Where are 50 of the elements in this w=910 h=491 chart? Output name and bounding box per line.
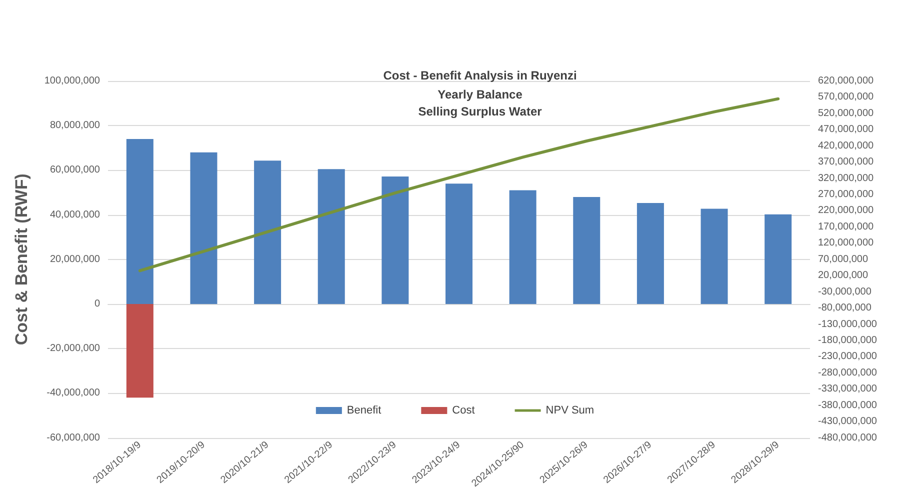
bar	[254, 160, 282, 304]
legend-label: NPV Sum	[546, 404, 594, 416]
y-tick-label: -60,000,000	[46, 432, 100, 444]
y2-tick-label: -330,000,000	[818, 384, 878, 395]
y2-tick-label: 320,000,000	[818, 172, 874, 184]
y2-tick-label: 120,000,000	[818, 238, 874, 249]
legend-label: Benefit	[346, 404, 382, 416]
y-tick-label: 20,000,000	[50, 254, 100, 265]
y2-tick-label: 470,000,000	[818, 124, 874, 136]
y2-tick-label: 370,000,000	[818, 156, 874, 168]
bar	[446, 184, 472, 304]
y-tick-label: 40,000,000	[50, 209, 100, 220]
y2-tick-label: -130,000,000	[818, 318, 878, 330]
bar	[509, 190, 536, 304]
bar	[126, 138, 154, 304]
bar	[573, 196, 600, 304]
y-tick-label: 100,000,000	[44, 76, 100, 86]
bar	[764, 214, 792, 304]
bar	[382, 176, 409, 304]
y2-tick-label: 420,000,000	[818, 140, 874, 152]
y2-tick-label: -480,000,000	[818, 432, 878, 444]
y2-tick-label: 20,000,000	[818, 270, 868, 282]
bar	[636, 202, 664, 304]
y2-tick-label: -380,000,000	[818, 400, 878, 411]
y2-tick-label: 620,000,000	[818, 76, 874, 86]
y2-tick-label: -230,000,000	[818, 351, 878, 362]
y-tick-label: -20,000,000	[46, 343, 100, 354]
y-tick-label: 60,000,000	[50, 164, 100, 176]
y2-tick-label: -430,000,000	[818, 416, 878, 428]
chart-title: Cost - Benefit Analysis in Ruyenzi	[383, 68, 577, 82]
y2-tick-label: 270,000,000	[818, 189, 874, 200]
y2-tick-label: -80,000,000	[818, 302, 872, 314]
y2-tick-label: -180,000,000	[818, 334, 878, 346]
y-tick-label: 80,000,000	[50, 120, 100, 132]
y2-tick-label: 170,000,000	[818, 221, 874, 232]
y2-tick-label: 70,000,000	[818, 254, 868, 265]
y2-tick-label: -280,000,000	[818, 367, 878, 378]
bar	[190, 152, 218, 304]
y2-tick-label: -30,000,000	[818, 286, 872, 298]
bar	[126, 304, 154, 398]
y2-tick-label: 220,000,000	[818, 205, 874, 216]
y-axis-title: Cost & Benefit (RWF)	[12, 174, 31, 346]
bar	[318, 169, 345, 304]
y-tick-label: -40,000,000	[46, 388, 100, 399]
y2-tick-label: 520,000,000	[818, 108, 874, 119]
legend-label: Cost	[452, 404, 475, 416]
y-tick-label: 0	[94, 298, 100, 310]
y2-tick-label: 570,000,000	[818, 92, 874, 103]
bar	[700, 208, 728, 304]
text: Yearly Balance Selling Surplus Water	[418, 88, 542, 118]
